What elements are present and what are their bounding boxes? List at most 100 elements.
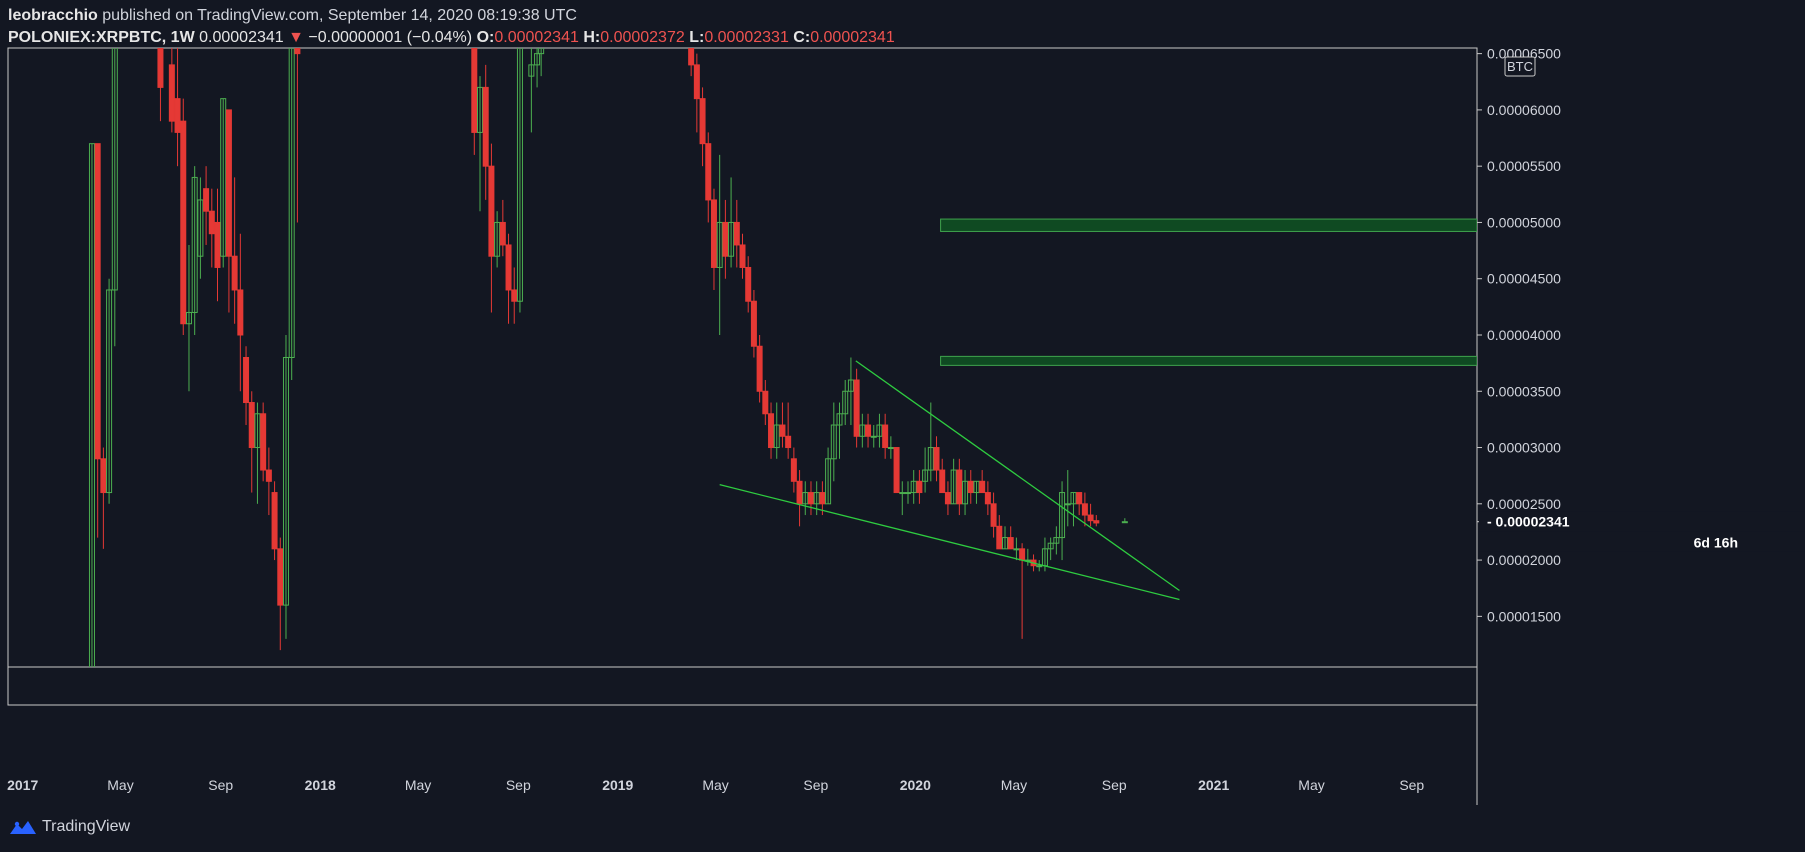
candle-down	[762, 390, 769, 415]
candle-up	[197, 199, 204, 257]
x-tick-label: May	[1001, 777, 1027, 793]
currency-badge: BTC	[1507, 59, 1533, 74]
chart-header: leobracchio published on TradingView.com…	[8, 5, 895, 49]
candle-down	[750, 300, 757, 347]
candle-down	[1007, 537, 1014, 550]
candle-up	[830, 424, 837, 460]
candle-down	[853, 379, 860, 437]
x-tick-label: 2020	[900, 777, 931, 793]
open-value: 0.00002341	[494, 29, 579, 46]
candle-down	[488, 165, 495, 257]
high-label: H:	[583, 29, 601, 46]
candle-up	[220, 98, 227, 257]
high-value: 0.00002372	[600, 29, 685, 46]
x-tick-label: Sep	[208, 777, 233, 793]
candle-up	[1064, 503, 1071, 506]
published-text: published on TradingView.com, September …	[97, 7, 577, 24]
x-tick-label: May	[405, 777, 431, 793]
candle-down	[956, 469, 963, 505]
candle-down	[688, 48, 695, 66]
candle-up	[927, 447, 934, 471]
x-tick-label: May	[107, 777, 133, 793]
y-tick-label: 0.00003000	[1487, 440, 1561, 456]
candle-down	[225, 109, 232, 257]
candle-up	[516, 48, 523, 302]
candle-down	[819, 492, 826, 505]
candle-up	[191, 176, 198, 313]
candle-down	[243, 357, 250, 404]
candle-up	[528, 64, 535, 77]
candle-up	[1001, 537, 1008, 550]
candle-up	[973, 480, 980, 494]
candle-down	[944, 492, 951, 505]
candle-up	[538, 48, 545, 55]
y-tick-label: 0.00003500	[1487, 383, 1561, 399]
candle-up	[88, 143, 95, 667]
x-tick-label: 2017	[7, 777, 38, 793]
down-arrow-icon: ▼	[288, 29, 304, 46]
x-tick-label: May	[702, 777, 728, 793]
candle-down	[984, 492, 991, 505]
last-price-label: - 0.00002341	[1487, 514, 1570, 530]
candle-down	[768, 413, 775, 449]
candle-up	[1013, 548, 1020, 551]
candle-down	[100, 458, 107, 494]
candle-down	[779, 424, 786, 437]
candle-up	[1053, 537, 1060, 544]
price-change: −0.00000001 (−0.04%)	[308, 29, 473, 46]
candle-up	[962, 480, 969, 505]
close-label: C:	[793, 29, 811, 46]
candle-down	[1081, 503, 1088, 516]
candle-down	[996, 525, 1003, 550]
candle-up	[1121, 521, 1128, 524]
candle-up	[111, 48, 118, 291]
trendline-2	[855, 360, 1180, 591]
candle-up	[876, 424, 883, 437]
candle-down	[1093, 520, 1100, 524]
candle-down	[180, 120, 187, 325]
y-tick-label: 0.00006000	[1487, 102, 1561, 118]
candle-down	[807, 492, 814, 505]
candle-up	[1036, 565, 1043, 568]
candle-up	[1047, 542, 1054, 550]
candle-up	[842, 390, 849, 415]
x-tick-label: Sep	[506, 777, 531, 793]
candle-down	[705, 143, 712, 201]
x-tick-label: 2021	[1198, 777, 1229, 793]
symbol-label: POLONIEX:XRPBTC, 1W	[8, 29, 195, 46]
candle-down	[990, 503, 997, 527]
candle-down	[916, 480, 923, 494]
candle-down	[499, 221, 506, 246]
candle-down	[739, 244, 746, 268]
candle-down	[203, 188, 210, 212]
candle-down	[722, 221, 729, 257]
candle-down	[157, 48, 164, 88]
candle-down	[745, 266, 752, 302]
candle-up	[910, 480, 917, 494]
candle-up	[922, 469, 929, 482]
tradingview-logo[interactable]: TradingView	[8, 818, 130, 836]
y-tick-label: 0.00004500	[1487, 271, 1561, 287]
candle-down	[505, 244, 512, 291]
candle-up	[847, 379, 854, 392]
bar-countdown-label: 6d 16h	[1694, 535, 1738, 551]
candle-up	[899, 492, 906, 495]
candle-up	[1070, 492, 1077, 505]
candle-down	[1087, 514, 1094, 522]
candle-down	[967, 480, 974, 494]
low-label: L:	[689, 29, 705, 46]
candle-down	[933, 447, 940, 471]
candle-up	[802, 492, 809, 505]
candle-up	[887, 447, 894, 450]
candle-up	[288, 48, 295, 358]
y-tick-label: 0.00005500	[1487, 158, 1561, 174]
candle-up	[254, 413, 261, 449]
author-name[interactable]: leobracchio	[8, 7, 98, 24]
candle-down	[1019, 548, 1026, 561]
trendline-1	[719, 484, 1180, 601]
candle-down	[796, 480, 803, 505]
candle-down	[94, 143, 101, 460]
candle-down	[277, 548, 284, 606]
candle-down	[693, 64, 700, 100]
